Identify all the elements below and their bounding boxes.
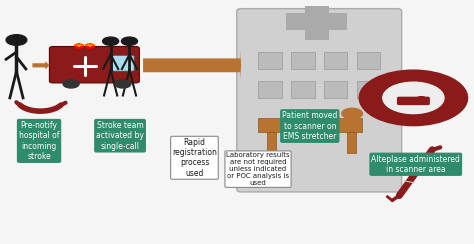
Circle shape <box>86 44 94 48</box>
FancyBboxPatch shape <box>347 132 356 153</box>
FancyBboxPatch shape <box>357 81 381 98</box>
Circle shape <box>416 97 427 102</box>
FancyBboxPatch shape <box>291 52 315 69</box>
Text: Rapid
registration
process
used: Rapid registration process used <box>172 138 217 178</box>
FancyBboxPatch shape <box>291 81 315 98</box>
Circle shape <box>383 82 444 113</box>
FancyBboxPatch shape <box>357 52 381 69</box>
FancyBboxPatch shape <box>267 132 276 153</box>
FancyBboxPatch shape <box>264 119 346 125</box>
FancyBboxPatch shape <box>258 81 282 98</box>
Circle shape <box>63 80 79 88</box>
Text: Stroke team
activated by
single-call: Stroke team activated by single-call <box>96 121 144 151</box>
Circle shape <box>121 37 137 45</box>
Circle shape <box>342 108 363 119</box>
Text: Alteplase administered
in scanner area: Alteplase administered in scanner area <box>371 154 460 174</box>
FancyBboxPatch shape <box>305 6 328 40</box>
FancyBboxPatch shape <box>258 118 362 132</box>
Text: Laboratory results
are not required
unless indicated
or POC analysis is
used: Laboratory results are not required unle… <box>226 152 290 186</box>
FancyBboxPatch shape <box>324 52 347 69</box>
Circle shape <box>75 44 83 48</box>
FancyBboxPatch shape <box>324 81 347 98</box>
FancyBboxPatch shape <box>49 47 139 83</box>
Text: Pre-notify
hospital of
incoming
stroke: Pre-notify hospital of incoming stroke <box>19 121 59 161</box>
FancyBboxPatch shape <box>286 13 347 30</box>
Circle shape <box>359 70 467 126</box>
FancyBboxPatch shape <box>237 9 401 192</box>
Circle shape <box>103 37 118 45</box>
Circle shape <box>115 80 131 88</box>
Circle shape <box>6 35 27 45</box>
FancyBboxPatch shape <box>112 55 134 71</box>
FancyBboxPatch shape <box>258 52 282 69</box>
Text: Patient moved
to scanner on
EMS stretcher: Patient moved to scanner on EMS stretche… <box>282 111 337 141</box>
FancyBboxPatch shape <box>397 97 430 105</box>
